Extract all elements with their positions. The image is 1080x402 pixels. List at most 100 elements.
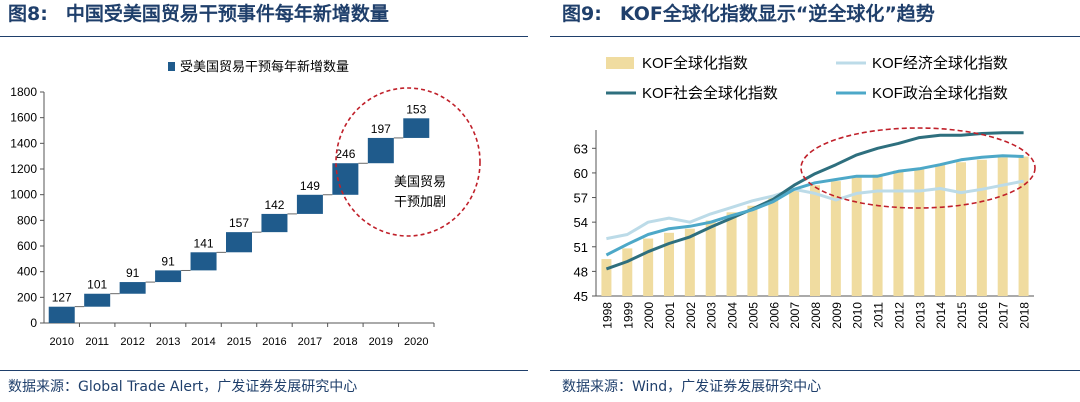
x-tick-label: 1999: [621, 302, 635, 329]
x-tick-label: 2017: [298, 336, 322, 348]
right-figure-label: 图9:: [562, 3, 602, 25]
x-tick-label: 2011: [872, 302, 886, 328]
data-label: 127: [52, 291, 72, 305]
bar-2010: [851, 177, 862, 296]
legend-label: KOF政治全球化指数: [872, 84, 1008, 102]
series-line-2: [605, 131, 1024, 271]
x-tick-label: 2000: [642, 302, 656, 329]
x-tick-label: 2010: [49, 336, 73, 348]
bar-2014: [190, 252, 217, 271]
data-label: 91: [161, 254, 175, 268]
series-line-3: [605, 154, 1024, 257]
bar-2016: [261, 213, 288, 233]
y-tick-label: 60: [574, 166, 588, 181]
bar-2006: [768, 197, 779, 296]
annotation-circle: [335, 87, 481, 237]
legend-label: 受美国贸易干预每年新增数量: [180, 59, 349, 74]
right-kof-chart: 45 48 51 54 57 60 63 1998 1999 2000 2001 2002 2003 20…: [574, 54, 1036, 329]
x-tick-label: 2011: [85, 336, 109, 348]
x-tick-label: 2001: [663, 302, 677, 329]
y-tick-label: 200: [17, 290, 37, 304]
left-top-rule: [0, 36, 528, 37]
x-tick-label: 2016: [976, 302, 990, 329]
right-bottom-rule: [550, 370, 1080, 371]
x-tick-label: 2008: [809, 302, 823, 329]
y-tick-label: 1800: [10, 85, 37, 99]
left-figure-title: 图8: 中国受美国贸易干预事件每年新增数量: [8, 0, 389, 32]
bar-2013: [914, 168, 925, 296]
bar-2009: [830, 181, 841, 296]
y-tick-label: 1200: [10, 162, 37, 176]
bar-2014: [935, 164, 946, 296]
x-tick-label: 2018: [1018, 302, 1032, 329]
data-label: 101: [87, 278, 107, 292]
bar-2004: [726, 212, 737, 296]
right-figure-panel: 图9: KOF全球化指数显示“逆全球化”趋势 45 48 51 54 57 60 63 1998…: [550, 0, 1080, 402]
legend-label: KOF全球化指数: [642, 54, 748, 72]
x-tick-label: 2014: [191, 336, 215, 348]
x-tick-label: 2013: [913, 302, 927, 329]
x-tick-label: 2016: [262, 336, 286, 348]
x-tick-label: 1998: [600, 302, 614, 329]
y-tick-label: 600: [17, 239, 37, 253]
x-tick-label: 2017: [997, 302, 1011, 329]
right-figure-title-text: KOF全球化指数显示“逆全球化”趋势: [619, 3, 935, 25]
bar-2002: [684, 228, 695, 296]
bar-2007: [789, 189, 800, 296]
x-tick-label: 2020: [404, 336, 428, 348]
bar-2020: [403, 118, 430, 138]
y-tick-label: 45: [574, 289, 588, 304]
y-tick-label: 0: [30, 316, 37, 330]
legend-swatch: [168, 62, 175, 71]
x-tick-label: 2012: [120, 336, 144, 348]
bar-2015: [226, 232, 252, 253]
y-tick-label: 54: [574, 215, 588, 230]
left-figure-title-text: 中国受美国贸易干预事件每年新增数量: [65, 3, 389, 25]
bar-2015: [956, 162, 966, 296]
x-tick-label: 2007: [788, 302, 802, 329]
right-source-note: 数据来源：Wind，广发证券发展研究中心: [562, 379, 822, 395]
x-tick-label: 2013: [156, 336, 180, 348]
left-figure-label: 图8:: [8, 3, 48, 25]
bar-2000: [643, 238, 654, 296]
data-label: 246: [335, 147, 355, 161]
bar-2001: [664, 232, 674, 296]
y-tick-label: 48: [574, 264, 588, 279]
x-tick-label: 2003: [705, 302, 719, 329]
data-label: 153: [406, 102, 426, 116]
bar-2012: [119, 282, 146, 294]
legend-label: KOF社会全球化指数: [642, 84, 778, 102]
x-tick-label: 2004: [726, 302, 740, 329]
bar-2019: [367, 137, 394, 164]
x-tick-label: 2010: [851, 302, 865, 329]
bar-2008: [810, 185, 820, 296]
x-tick-label: 2015: [955, 302, 969, 329]
x-tick-label: 2002: [684, 302, 698, 329]
bar-2017: [997, 157, 1008, 296]
y-tick-label: 51: [574, 240, 588, 255]
y-tick-label: 1400: [10, 136, 37, 150]
y-tick-label: 57: [574, 191, 588, 206]
left-bottom-rule: [0, 370, 528, 371]
right-figure-title: 图9: KOF全球化指数显示“逆全球化”趋势: [562, 0, 935, 32]
bar-1999: [622, 248, 633, 296]
y-tick-label: 63: [574, 141, 588, 156]
data-label: 142: [264, 198, 284, 212]
bar-2018: [1018, 156, 1029, 296]
bar-2012: [893, 170, 904, 296]
bar-2011: [872, 174, 883, 296]
y-tick-label: 1600: [10, 111, 37, 125]
x-tick-label: 2009: [830, 302, 844, 329]
data-label: 91: [126, 266, 140, 280]
data-label: 197: [371, 122, 391, 136]
bar-2010: [48, 306, 75, 323]
legend-label: KOF经济全球化指数: [872, 54, 1008, 72]
right-top-rule: [550, 36, 1080, 37]
data-label: 149: [300, 179, 320, 193]
x-tick-label: 2012: [892, 302, 906, 329]
annotation-text-line2: 干预加剧: [394, 194, 446, 209]
legend-swatch: [606, 57, 634, 69]
left-source-note: 数据来源：Global Trade Alert，广发证券发展研究中心: [8, 379, 358, 395]
bar-2017: [296, 194, 323, 214]
x-tick-label: 2019: [369, 336, 393, 348]
